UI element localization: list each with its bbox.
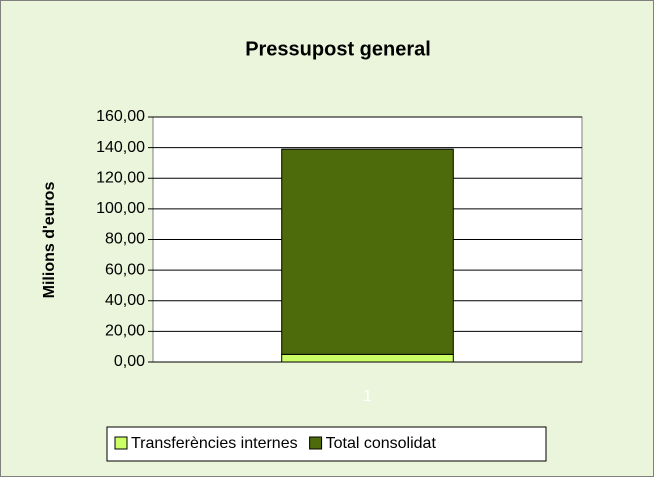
y-tick-label: 60,00 bbox=[105, 261, 145, 278]
x-tick-label: 1 bbox=[363, 388, 372, 405]
legend-swatch bbox=[309, 436, 323, 450]
chart-title: Pressupost general bbox=[245, 38, 431, 60]
y-tick-label: 160,00 bbox=[96, 108, 145, 125]
y-tick-label: 120,00 bbox=[96, 169, 145, 186]
bar-segment bbox=[281, 148, 454, 355]
y-tick-label: 100,00 bbox=[96, 200, 145, 217]
legend-label: Transferències internes bbox=[131, 435, 298, 452]
y-tick-label: 140,00 bbox=[96, 139, 145, 156]
y-tick-label: 0,00 bbox=[114, 353, 145, 370]
y-axis-label: Milions d'euros bbox=[41, 182, 58, 299]
y-tick-label: 40,00 bbox=[105, 292, 145, 309]
y-tick-label: 20,00 bbox=[105, 323, 145, 340]
legend-swatch bbox=[114, 436, 128, 450]
legend-label: Total consolidat bbox=[326, 435, 437, 452]
bar-segment bbox=[281, 353, 454, 363]
y-tick-label: 80,00 bbox=[105, 231, 145, 248]
legend bbox=[106, 426, 547, 462]
